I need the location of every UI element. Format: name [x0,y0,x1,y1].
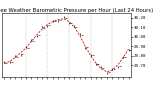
Title: Milwaukee Weather Barometric Pressure per Hour (Last 24 Hours): Milwaukee Weather Barometric Pressure pe… [0,8,154,13]
